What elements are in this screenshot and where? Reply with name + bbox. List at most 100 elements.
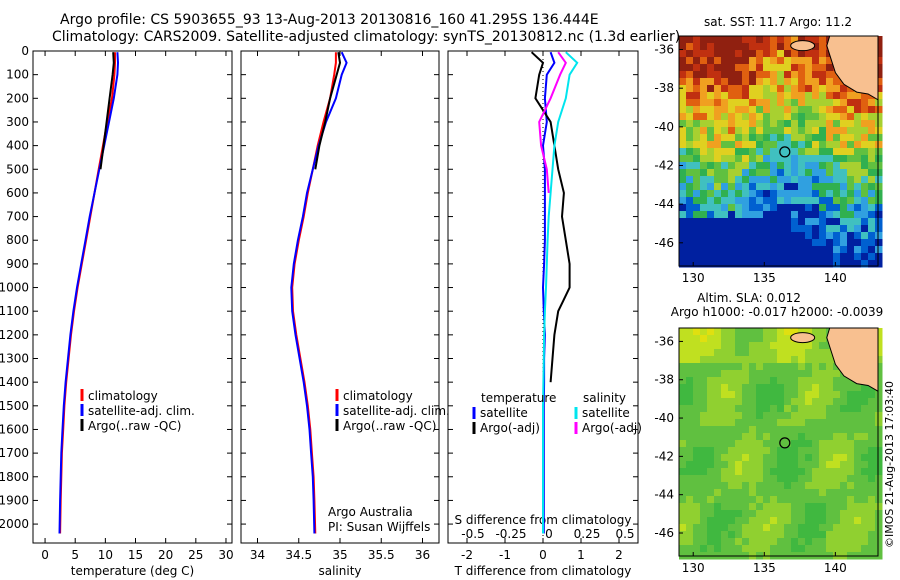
heatmap-cell [805,204,813,212]
heatmap-cell [742,398,750,406]
heatmap-cell [784,197,792,205]
heatmap-cell [847,398,855,406]
heatmap-cell [861,496,869,504]
heatmap-cell [728,489,736,497]
top-tick-label: -0.25 [495,527,526,541]
heatmap-cell [693,246,701,254]
heatmap-cell [812,169,820,177]
heatmap-cell [763,176,771,184]
heatmap-cell [721,545,729,553]
heatmap-cell [854,384,862,392]
heatmap-cell [840,197,848,205]
heatmap-cell [763,85,771,93]
heatmap-cell [875,524,883,532]
heatmap-cell [833,384,841,392]
heatmap-cell [756,120,764,128]
heatmap-cell [707,232,715,240]
heatmap-cell [735,517,743,525]
heatmap-cell [756,85,764,93]
heatmap-cell [714,342,722,350]
heatmap-cell [686,524,694,532]
heatmap-cell [728,391,736,399]
heatmap-cell [777,447,785,455]
heatmap-cell [791,239,799,247]
heatmap-cell [875,489,883,497]
heatmap-cell [847,426,855,434]
x-tick-label: 140 [824,271,847,285]
heatmap-cell [770,99,778,107]
heatmap-cell [770,64,778,72]
heatmap-cell [749,363,757,371]
heatmap-cell [721,517,729,525]
heatmap-cell [861,218,869,226]
y-tick-label: -40 [654,411,674,425]
x-axis-label: salinity [318,564,361,578]
heatmap-cell [791,260,799,268]
heatmap-cell [763,531,771,539]
heatmap-cell [826,92,834,100]
heatmap-cell [819,440,827,448]
heatmap-cell [721,510,729,518]
heatmap-cell [777,64,785,72]
heatmap-cell [700,503,708,511]
heatmap-cell [854,141,862,149]
heatmap-cell [777,148,785,156]
heatmap-cell [833,517,841,525]
heatmap-cell [868,155,876,163]
heatmap-cell [756,328,764,336]
heatmap-cell [854,260,862,268]
heatmap-cell [693,211,701,219]
x-tick-label: 130 [682,271,705,285]
heatmap-cell [756,384,764,392]
heatmap-cell [679,363,687,371]
heatmap-cell [826,454,834,462]
heatmap-cell [749,148,757,156]
x-tick-label: -2 [461,548,473,562]
heatmap-cell [791,92,799,100]
heatmap-cell [875,440,883,448]
heatmap-cell [707,384,715,392]
heatmap-cell [707,377,715,385]
heatmap-cell [735,482,743,490]
heatmap-cell [735,349,743,357]
heatmap-cell [805,349,813,357]
heatmap-cell [854,197,862,205]
heatmap-cell [798,426,806,434]
heatmap-cell [700,419,708,427]
heatmap-cell [854,524,862,532]
heatmap-cell [840,127,848,135]
heatmap-cell [819,36,827,44]
heatmap-cell [714,120,722,128]
heatmap-cell [770,517,778,525]
heatmap-cell [700,447,708,455]
heatmap-cell [798,342,806,350]
heatmap-cell [847,246,855,254]
heatmap-cell [693,218,701,226]
heatmap-cell [770,370,778,378]
heatmap-cell [868,176,876,184]
heatmap-cell [714,239,722,247]
heatmap-cell [798,531,806,539]
heatmap-cell [763,426,771,434]
heatmap-cell [812,204,820,212]
heatmap-cell [756,99,764,107]
heatmap-cell [756,433,764,441]
heatmap-cell [861,92,869,100]
heatmap-cell [812,517,820,525]
heatmap-cell [749,50,757,58]
x-tick-label: 0 [41,548,49,562]
heatmap-cell [728,440,736,448]
heatmap-cell [791,447,799,455]
heatmap-cell [749,57,757,65]
heatmap-cell [826,169,834,177]
heatmap-cell [742,204,750,212]
heatmap-cell [798,127,806,135]
heatmap-cell [714,162,722,170]
heatmap-cell [861,524,869,532]
heatmap-cell [798,433,806,441]
heatmap-cell [749,218,757,226]
heatmap-cell [686,412,694,420]
heatmap-cell [812,377,820,385]
heatmap-cell [728,349,736,357]
heatmap-cell [756,127,764,135]
